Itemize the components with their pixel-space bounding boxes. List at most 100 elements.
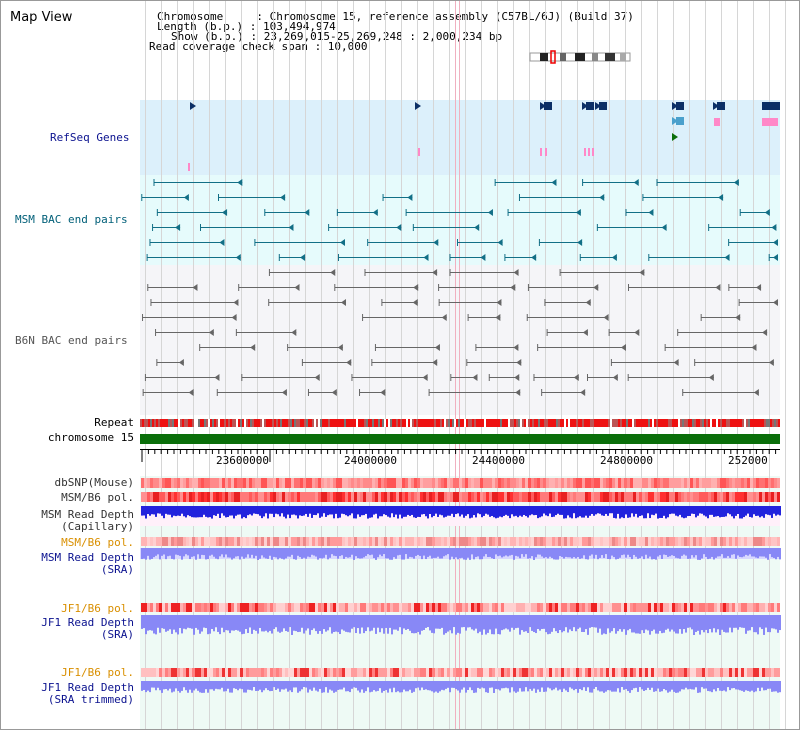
heat-cell [567,668,570,677]
depth-bar [229,681,231,693]
heat-cell [216,668,219,677]
depth-bar [527,548,529,559]
heat-cell [555,603,558,612]
depth-bar [719,681,721,691]
repeat-block [728,419,730,427]
depth-bar [253,506,255,514]
heat-cell [192,603,195,612]
depth-bar [439,615,441,629]
depth-bar [581,615,583,632]
repeat-block [230,419,232,427]
depth-bar [653,548,655,560]
heat-cell [285,603,288,612]
repeat-block [528,419,530,427]
depth-bar [631,506,633,514]
heat-cell [513,492,516,502]
depth-bar [569,548,571,558]
depth-bar [737,681,739,690]
repeat-block [518,419,520,427]
repeat-block [332,419,334,427]
repeat-block [370,419,372,427]
heat-cell [594,478,597,488]
heat-cell [180,537,183,546]
depth-bar [511,681,513,688]
depth-bar [715,615,717,633]
depth-bar [373,506,375,515]
depth-bar [773,615,775,629]
depth-bar [213,548,215,557]
depth-bar [779,681,781,693]
heat-cell [495,537,498,546]
depth-bar [729,615,731,628]
depth-bar [579,548,581,559]
heat-cell [561,603,564,612]
depth-bar [263,506,265,517]
heat-cell [414,603,417,612]
heat-cell [660,668,663,677]
depth-bar [645,548,647,555]
heat-cell [633,478,636,488]
depth-bar [761,681,763,688]
heat-cell [438,492,441,502]
depth-bar [289,681,291,691]
depth-bar [233,506,235,519]
depth-bar [301,615,303,628]
heat-cell [444,603,447,612]
depth-bar [179,506,181,516]
depth-bar [437,548,439,557]
depth-bar [773,681,775,692]
depth-bar [347,548,349,558]
repeat-block [520,419,522,427]
track-label-b6n-bac[interactable]: B6N BAC end pairs [15,334,128,347]
track-label-msm-bac[interactable]: MSM BAC end pairs [15,213,128,226]
repeat-block [754,419,756,427]
bac-pair-end [423,254,429,261]
depth-bar [181,681,183,691]
heat-cell [651,603,654,612]
heat-cell [222,603,225,612]
depth-bar [515,615,517,629]
depth-bar [719,548,721,557]
depth-bar [641,615,643,631]
depth-bar [753,506,755,515]
heat-cell [240,668,243,677]
repeat-block [562,419,564,427]
gene-arrow [672,133,678,141]
depth-bar [701,548,703,559]
heat-cell [699,537,702,546]
depth-bar [311,506,313,518]
heat-cell [507,537,510,546]
heat-cell [150,492,153,502]
heat-cell [309,603,312,612]
depth-bar [199,681,201,693]
depth-bar [767,548,769,560]
bac-pair-end [514,374,520,381]
heat-cell [414,478,417,488]
heat-cell [714,603,717,612]
depth-bar [691,548,693,556]
heat-cell [471,603,474,612]
heat-cell [180,603,183,612]
heat-cell [513,478,516,488]
depth-bar [143,615,145,629]
heat-cell [660,478,663,488]
track-label-refseq-genes[interactable]: RefSeq Genes [50,131,130,144]
heat-cell [651,668,654,677]
depth-bar [447,681,449,688]
heat-cell [405,668,408,677]
depth-bar [723,615,725,632]
depth-bar [707,681,709,692]
heat-cell [501,478,504,488]
heat-cell [393,603,396,612]
heat-cell [195,668,198,677]
depth-bar [761,548,763,557]
depth-bar [519,615,521,635]
depth-bar [581,681,583,691]
heat-cell [366,478,369,488]
depth-bar [163,615,165,629]
depth-bar [451,615,453,634]
heat-cell [453,478,456,488]
heat-cell [231,603,234,612]
depth-bar [565,681,567,691]
